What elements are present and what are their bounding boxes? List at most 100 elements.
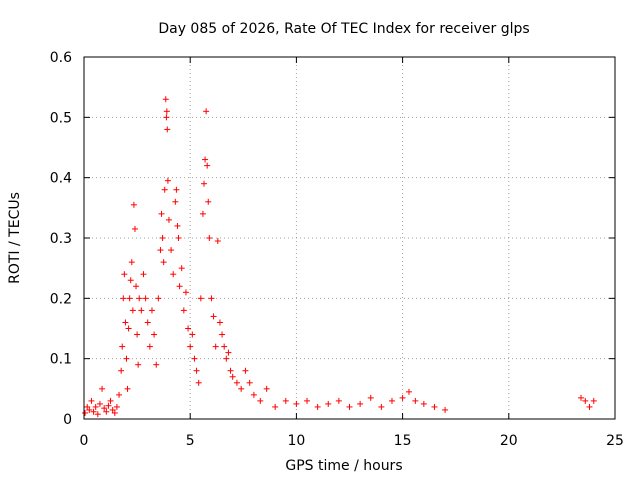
data-point: [431, 403, 438, 410]
grid-lines: [84, 57, 615, 419]
data-point: [148, 307, 155, 314]
data-point: [378, 403, 385, 410]
x-tick-label: 25: [606, 433, 624, 449]
data-point: [263, 385, 270, 392]
data-point: [173, 186, 180, 193]
x-tick-label: 0: [80, 433, 89, 449]
data-point: [133, 283, 140, 290]
data-point: [101, 405, 108, 412]
data-point: [233, 379, 240, 386]
data-point: [163, 114, 170, 121]
data-point: [175, 235, 182, 241]
data-point: [242, 367, 249, 374]
data-point: [125, 325, 132, 332]
data-point: [590, 397, 597, 404]
data-point: [111, 409, 118, 416]
data-point: [180, 307, 187, 314]
data-point: [162, 96, 169, 103]
data-point: [187, 343, 194, 350]
y-tick-label: 0: [63, 412, 72, 428]
data-point: [219, 331, 226, 338]
x-axis-label: GPS time / hours: [285, 458, 402, 474]
data-point: [201, 180, 208, 187]
data-point: [160, 259, 167, 266]
data-point: [346, 403, 353, 410]
data-point: [221, 343, 228, 350]
data-point: [122, 319, 129, 326]
data-point: [304, 397, 311, 404]
data-point: [197, 295, 204, 302]
y-tick-label: 0.5: [50, 110, 72, 126]
data-point: [151, 331, 158, 338]
x-tick-label: 10: [287, 433, 305, 449]
data-point: [121, 271, 128, 278]
data-point: [163, 108, 170, 115]
data-point: [229, 373, 236, 380]
data-point: [127, 277, 134, 284]
data-point: [109, 406, 116, 413]
data-point: [130, 201, 137, 208]
data-point: [120, 295, 127, 302]
data-point: [140, 271, 147, 278]
data-point: [90, 408, 97, 415]
data-point: [116, 391, 123, 398]
data-point: [142, 295, 149, 302]
data-point: [178, 265, 185, 272]
data-point: [103, 408, 110, 415]
data-point: [214, 238, 221, 245]
data-point: [367, 394, 374, 401]
x-tick-label: 5: [186, 433, 195, 449]
data-point: [168, 247, 175, 254]
data-point: [193, 367, 200, 374]
data-point: [216, 319, 223, 326]
data-point: [123, 355, 130, 362]
data-point: [134, 331, 141, 338]
data-point: [238, 385, 245, 392]
data-point: [314, 403, 321, 410]
data-point: [282, 397, 289, 404]
data-point: [118, 367, 125, 374]
y-axis-label: ROTI / TECUs: [7, 192, 23, 284]
data-point: [227, 367, 234, 374]
data-point: [246, 379, 253, 386]
y-tick-label: 0.4: [50, 171, 72, 187]
data-point: [164, 177, 171, 184]
data-point: [165, 216, 172, 223]
data-point: [94, 411, 101, 418]
data-point: [195, 379, 202, 386]
data-point: [129, 307, 136, 314]
data-point: [335, 397, 342, 404]
axis-ticks: 0 5 10 15 20 25 0 0.1 0.2 0.3 0.4 0.5 0.6: [50, 50, 624, 449]
data-point: [153, 361, 160, 368]
y-tick-label: 0.6: [50, 50, 72, 66]
data-point: [399, 394, 406, 401]
data-point: [223, 355, 230, 362]
data-point: [191, 355, 198, 362]
data-point: [176, 283, 183, 290]
data-point: [82, 409, 89, 416]
data-point: [208, 295, 215, 302]
data-point: [199, 210, 206, 217]
data-point: [172, 198, 179, 205]
data-point: [206, 235, 213, 241]
data-point: [578, 394, 585, 401]
data-point: [136, 295, 143, 302]
data-point: [158, 210, 165, 217]
data-point: [325, 400, 332, 407]
data-point: [119, 343, 126, 350]
x-tick-label: 20: [500, 433, 518, 449]
data-point: [124, 385, 131, 392]
data-point: [388, 397, 395, 404]
data-point: [212, 343, 219, 350]
data-point: [210, 313, 217, 320]
data-point: [293, 400, 300, 407]
data-point: [86, 406, 93, 413]
data-point: [164, 126, 171, 133]
data-point: [144, 319, 151, 326]
data-points: [82, 96, 597, 418]
data-point: [182, 289, 189, 296]
data-point: [225, 349, 232, 356]
chart-title: Day 085 of 2026, Rate Of TEC Index for r…: [158, 21, 529, 37]
data-point: [146, 343, 153, 350]
data-point: [202, 156, 209, 163]
